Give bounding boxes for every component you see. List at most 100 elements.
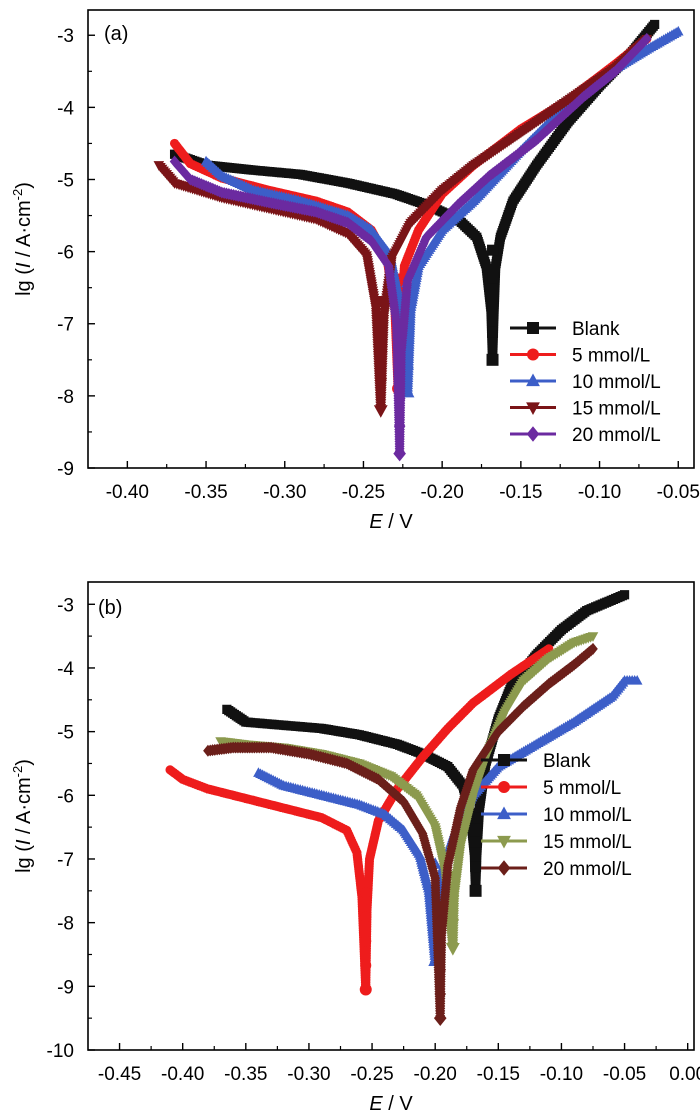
panel-b-x-tick-label: 0.00 bbox=[669, 1064, 700, 1085]
panel-a-series-3-markers bbox=[153, 34, 653, 417]
panel-b-y-axis-prefix: lg ( bbox=[13, 845, 35, 873]
panel-b-series-0-tip-point bbox=[470, 836, 482, 848]
panel-b-series-4-tip-point bbox=[434, 914, 447, 929]
panel-a-series-3-tip-point bbox=[374, 295, 388, 308]
panel-b-x-tick-label: -0.05 bbox=[603, 1064, 646, 1085]
panel-a-legend-marker bbox=[526, 373, 540, 387]
panel-a-series-3-tip-point bbox=[374, 378, 388, 390]
panel-a-series-3-tip-point bbox=[374, 350, 388, 363]
panel-b-y-tick-label: -3 bbox=[57, 595, 74, 616]
panel-a-legend-label: 20 mmol/L bbox=[572, 425, 661, 446]
panel-a-series-4-tip-point bbox=[393, 391, 406, 406]
panel-a-series-3-tip-point bbox=[374, 323, 388, 335]
panel-b-series-1-tip-point bbox=[360, 887, 372, 899]
panel-a-series-4 bbox=[169, 32, 652, 462]
panel-a-x-tick-label: -0.20 bbox=[420, 482, 463, 503]
panel-b-y-tick-label: -4 bbox=[57, 659, 74, 680]
panel-b-series-1-markers bbox=[165, 644, 554, 995]
panel-b-x-tick-label: -0.15 bbox=[477, 1064, 520, 1085]
panel-a-series-4-tip-point bbox=[393, 364, 406, 379]
panel-a-y-tick-label: -3 bbox=[57, 26, 74, 47]
panel-b-legend-label: 5 mmol/L bbox=[543, 778, 621, 799]
panel-b-y-tick-label: -6 bbox=[57, 786, 74, 807]
panel-b-y-tick-label: -10 bbox=[47, 1041, 74, 1062]
panel-b-y-axis-symbol: I bbox=[13, 839, 35, 845]
panel-a-label: (a) bbox=[104, 23, 128, 45]
panel-b-series-3 bbox=[215, 632, 599, 956]
panel-b-y-axis-unit: / A·cm bbox=[13, 777, 35, 839]
panel-a-series-3 bbox=[153, 34, 653, 418]
panel-a-plot-frame bbox=[87, 9, 695, 469]
panel-a-y-tick-label: -7 bbox=[57, 315, 74, 336]
panel-b-y-tick-label: -5 bbox=[57, 723, 74, 744]
panel-b-y-tick-label: -7 bbox=[57, 850, 74, 871]
panel-a-series-0-min-point bbox=[486, 353, 499, 366]
panel-a-x-tick-label: -0.40 bbox=[106, 482, 149, 503]
panel-a-y-tick-label: -4 bbox=[57, 98, 74, 119]
panel-b-legend-label: Blank bbox=[543, 751, 591, 772]
panel-b-series-3-min-point bbox=[445, 943, 460, 956]
panel-b-legend-marker bbox=[498, 781, 510, 793]
panel-a-series-0-tip-point bbox=[487, 272, 499, 284]
panel-a-legend: Blank 5 mmol/L 10 mmol/L 15 mmol/L 20 mmol/L bbox=[510, 319, 661, 446]
panel-b-series-0-min-point bbox=[469, 884, 482, 897]
panel-a-x-tick-label: -0.25 bbox=[342, 482, 385, 503]
panel-a-legend-label: 15 mmol/L bbox=[572, 399, 661, 420]
panel-b-y-axis-title: lg (I / A·cm-2) bbox=[10, 759, 35, 873]
panel-b-legend-marker bbox=[497, 806, 511, 820]
panel-a-y-axis-prefix: lg ( bbox=[13, 268, 35, 296]
panel-b-legend-label: 20 mmol/L bbox=[543, 859, 632, 880]
panel-b-series-1-tip-point bbox=[360, 911, 372, 923]
panel-a-series-0-tip-point bbox=[487, 299, 499, 311]
panel-a-x-axis-symbol: E bbox=[369, 511, 383, 533]
panel-b-x-axis-symbol: E bbox=[369, 1093, 383, 1115]
panel-b-series-4 bbox=[203, 642, 598, 1026]
panel-b-x-tick-label: -0.10 bbox=[540, 1064, 583, 1085]
panel-b-x-tick-label: -0.40 bbox=[161, 1064, 204, 1085]
panel-b-series-4-markers bbox=[203, 642, 598, 1025]
panel-b-y-tick-label: -9 bbox=[57, 977, 74, 998]
panel-b-x-axis-unit: / V bbox=[383, 1093, 414, 1115]
panel-a-x-tick-label: -0.35 bbox=[184, 482, 227, 503]
panel-b-series-2-markers bbox=[253, 674, 643, 965]
panel-a-x-axis-title: E / V bbox=[369, 511, 413, 533]
panel-a-legend-label: Blank bbox=[572, 319, 620, 340]
panel-a-x-tick-label: -0.05 bbox=[657, 482, 700, 503]
panel-a-series-0 bbox=[169, 19, 660, 366]
panel-b-x-axis-title: E / V bbox=[369, 1093, 413, 1115]
panel-b-series-0-tip-point bbox=[470, 861, 482, 873]
panel-b-series-1 bbox=[165, 644, 554, 996]
panel-b-series-4-tip-point bbox=[434, 938, 447, 953]
panel-a-series-0-tip-point bbox=[487, 326, 499, 338]
panel-a-y-axis-title: lg (I / A·cm-2) bbox=[10, 182, 35, 296]
panel-a-series-3-min-point bbox=[373, 405, 388, 418]
panel-b-plot-frame bbox=[87, 581, 695, 1051]
panel-b-legend-label: 15 mmol/L bbox=[543, 832, 632, 853]
panel-a-y-tick-label: -8 bbox=[57, 387, 74, 408]
panel-b-series-4-tip-point bbox=[434, 986, 447, 1002]
panel-b-series-1-min-point bbox=[359, 983, 372, 996]
panel-b-series-3-tip-point bbox=[446, 895, 460, 907]
panel-a-legend-marker bbox=[527, 322, 539, 334]
panel-b-chart: -0.45 -0.40 -0.35 -0.30 -0.25 -0.20 -0.15 -0.10… bbox=[10, 581, 700, 1115]
panel-a-series-4-min-point bbox=[393, 445, 406, 462]
panel-a-x-tick-label: -0.10 bbox=[578, 482, 621, 503]
panel-a-x-tick-label: -0.30 bbox=[263, 482, 306, 503]
panel-b-x-tick-label: -0.25 bbox=[350, 1064, 393, 1085]
panel-b-x-tick-label: -0.30 bbox=[287, 1064, 330, 1085]
panel-a-legend-label: 5 mmol/L bbox=[572, 346, 650, 367]
panel-b-y-axis-suffix: ) bbox=[13, 759, 35, 766]
panel-b-series-3-markers bbox=[215, 632, 599, 954]
panel-b-label: (b) bbox=[98, 597, 122, 619]
panel-a-series-4-tip-point bbox=[393, 419, 406, 434]
panel-b-series-4-tip-point bbox=[434, 962, 447, 977]
panel-a-y-tick-label: -6 bbox=[57, 243, 74, 264]
panel-b-series-1-tip-point bbox=[360, 935, 372, 947]
panel-a-legend-label: 10 mmol/L bbox=[572, 372, 661, 393]
panel-b-x-tick-label: -0.35 bbox=[224, 1064, 267, 1085]
panel-a-series-4-tip-point bbox=[393, 336, 406, 352]
panel-b-x-tick-label: -0.45 bbox=[98, 1064, 141, 1085]
panel-b-legend-marker bbox=[497, 860, 511, 876]
panel-b-series-1-tip-point bbox=[360, 959, 372, 971]
panel-a-y-tick-label: -9 bbox=[57, 459, 74, 480]
